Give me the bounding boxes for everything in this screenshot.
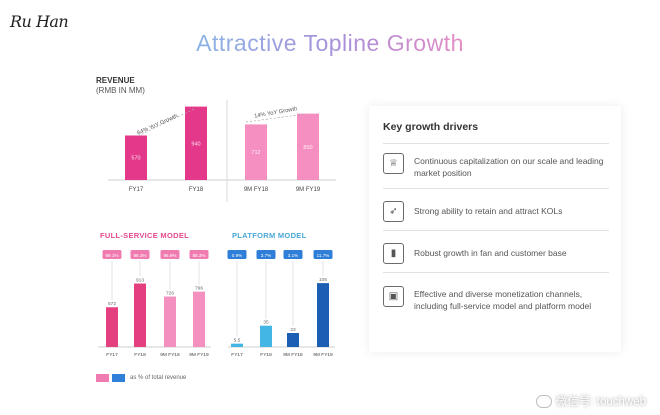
bar-value-label: 23	[290, 327, 296, 333]
share-badge-label: 11.7%	[317, 253, 330, 258]
x-tick-label: FY17	[231, 352, 243, 358]
share-badge	[102, 250, 122, 259]
driver-item: ▮ Robust growth in fan and customer base	[383, 243, 613, 264]
driver-text: Continuous capitalization on our scale a…	[414, 156, 604, 178]
share-badge	[160, 250, 180, 259]
x-tick-label: FY18	[134, 352, 146, 358]
bar	[164, 296, 176, 347]
full-service-chart: 99.1% 572 FY17 96.3% 913 FY18 96.9% 726 9M FY18 8…	[96, 244, 218, 364]
legend-swatch-pink	[96, 374, 109, 382]
bar	[245, 124, 267, 180]
bar-value-label: 5.5	[234, 338, 241, 344]
share-badge	[283, 250, 303, 259]
bar-value-label: 35	[263, 320, 269, 326]
revenue-chart: 570 FY17 940 FY18 712 9M FY18 850 9M FY19 64% Yo…	[96, 92, 346, 208]
bar-value-label: 570	[131, 156, 140, 162]
bar	[185, 106, 207, 180]
bar-value-label: 105	[319, 277, 327, 283]
revenue-heading: REVENUE (RMB IN MM)	[96, 76, 145, 96]
share-badge	[227, 250, 247, 259]
driver-text: Robust growth in fan and customer base	[414, 248, 567, 258]
bar	[297, 113, 319, 180]
legend-text: as % of total revenue	[130, 375, 187, 381]
revenue-unit: (RMB IN MM)	[96, 86, 145, 95]
platform-label: PLATFORM MODEL	[232, 231, 307, 240]
x-tick-label: 9M FY18	[244, 187, 269, 193]
legend: as % of total revenue	[96, 374, 186, 382]
share-badge-label: 3.1%	[288, 253, 298, 258]
money-stack-icon: ▣	[383, 286, 404, 307]
share-badge-label: 88.3%	[192, 253, 205, 258]
bar	[193, 291, 205, 347]
share-badge	[189, 250, 209, 259]
bar-value-label: 726	[166, 291, 174, 297]
watermark: 微信号: touchweb	[535, 393, 646, 409]
x-tick-label: 9M FY19	[189, 352, 209, 358]
divider	[383, 188, 609, 189]
driver-item: ➶ Strong ability to retain and attract K…	[383, 201, 613, 222]
full-service-label: FULL-SERVICE MODEL	[100, 231, 190, 240]
bar-value-label: 913	[136, 278, 144, 284]
bar	[134, 283, 146, 347]
bar	[106, 307, 118, 347]
share-badge-label: 3.7%	[261, 253, 271, 258]
wechat-icon	[535, 394, 552, 408]
bar-value-label: 940	[191, 141, 200, 147]
driver-item: ▣ Effective and diverse monetization cha…	[383, 286, 613, 312]
x-tick-label: 9M FY18	[283, 352, 303, 358]
page-title: Attractive Topline Growth	[196, 30, 464, 56]
share-badge-label: 96.9%	[163, 253, 176, 258]
driver-text: Strong ability to retain and attract KOL…	[414, 206, 563, 216]
x-tick-label: FY18	[260, 352, 272, 358]
revenue-title: REVENUE	[96, 76, 135, 85]
bar	[317, 283, 329, 347]
share-badge	[313, 250, 333, 259]
driver-text: Effective and diverse monetization chann…	[414, 289, 592, 311]
growth-annotation: 14% YoY Growth	[254, 106, 298, 120]
divider	[383, 230, 609, 231]
bar	[260, 325, 272, 347]
bar-value-label: 712	[251, 150, 260, 156]
rocket-icon: ➶	[383, 201, 404, 222]
bar	[287, 333, 299, 347]
bar	[231, 343, 243, 347]
growth-chart-icon: ▮	[383, 243, 404, 264]
share-badge-label: 0.9%	[232, 253, 242, 258]
divider	[383, 143, 609, 144]
x-tick-label: FY17	[106, 352, 118, 358]
share-badge-label: 96.3%	[133, 253, 146, 258]
bar-value-label: 572	[108, 301, 116, 307]
x-tick-label: 9M FY19	[296, 187, 321, 193]
x-tick-label: 9M FY19	[313, 352, 333, 358]
x-tick-label: FY17	[129, 187, 144, 193]
watermark-text: 微信号: touchweb	[555, 396, 646, 408]
growth-drivers-card: Key growth drivers ♕ Continuous capitali…	[369, 106, 621, 352]
x-tick-label: 9M FY18	[160, 352, 180, 358]
share-badge	[256, 250, 276, 259]
x-tick-label: FY18	[189, 187, 204, 193]
bar	[125, 135, 147, 180]
trophy-icon: ♕	[383, 153, 404, 174]
share-badge	[130, 250, 150, 259]
drivers-title: Key growth drivers	[383, 121, 479, 133]
divider	[383, 272, 609, 273]
legend-swatch-blue	[112, 374, 125, 382]
platform-chart: 0.9% 5.5 FY17 3.7% 35 FY18 3.1% 23 9M FY18 11.7% 1…	[226, 244, 342, 364]
bar-value-label: 850	[303, 145, 312, 151]
share-badge-label: 99.1%	[105, 253, 118, 258]
driver-item: ♕ Continuous capitalization on our scale…	[383, 153, 613, 179]
company-logo: Ru Han	[10, 12, 69, 31]
bar-value-label: 796	[195, 286, 203, 292]
growth-annotation: 64% YoY Growth	[136, 113, 178, 136]
